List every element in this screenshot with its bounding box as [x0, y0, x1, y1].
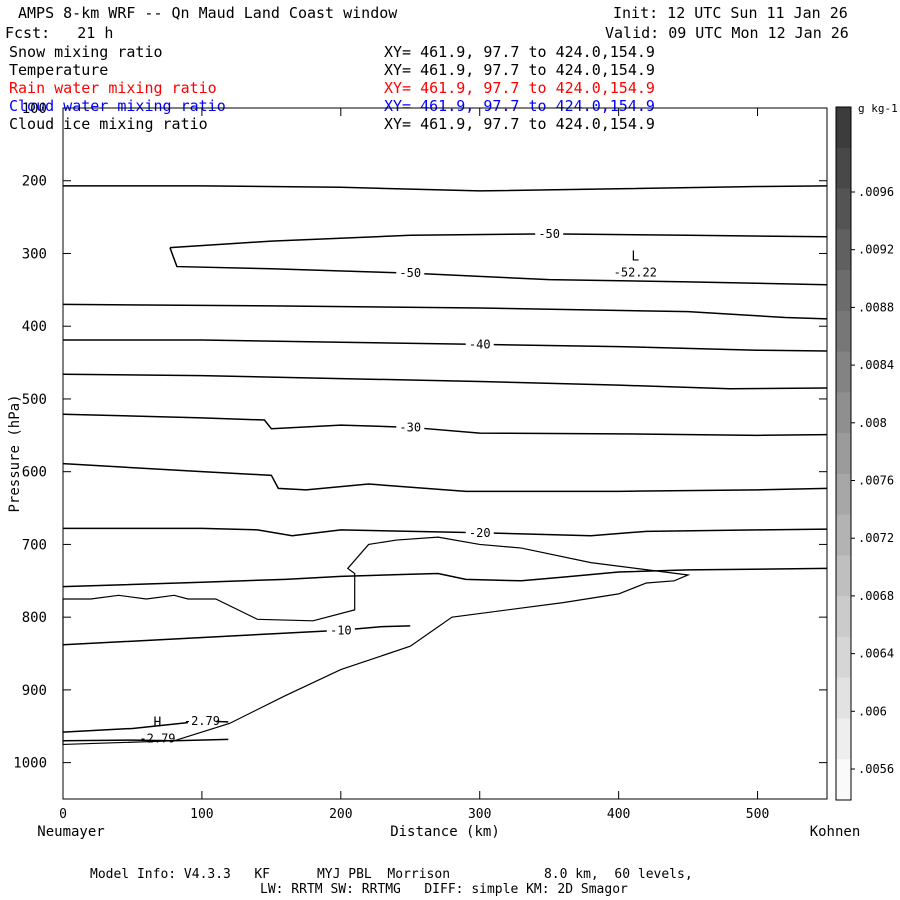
terrain-outline: [62, 536, 691, 746]
temperature-contour: [169, 247, 828, 286]
extremum-letter: L: [631, 250, 639, 265]
plot-title: AMPS 8-km WRF -- Qn Maud Land Coast wind…: [18, 4, 398, 22]
temperature-contour: [62, 462, 828, 493]
field-name: Rain water mixing ratio: [9, 79, 217, 97]
colorbar-label: .008: [858, 416, 887, 430]
colorbar-bin: [836, 759, 851, 801]
colorbar-label: .0076: [858, 474, 894, 488]
colorbar-label: .0096: [858, 185, 894, 199]
valid-time: Valid: 09 UTC Mon 12 Jan 26: [605, 24, 849, 42]
x-end-label: Kohnen: [810, 824, 861, 840]
model-info-line: Model Info: V4.3.3 KF MYJ PBL Morrison 8…: [90, 867, 693, 882]
field-xy: XY= 461.9, 97.7 to 424.0,154.9: [384, 61, 655, 79]
colorbar-bin: [836, 636, 851, 679]
colorbar-bin: [836, 596, 851, 638]
x-tick-label: 300: [468, 807, 491, 822]
temperature-contour: [62, 373, 828, 390]
contour-label: -50: [399, 266, 421, 280]
contour-label-bg: [187, 713, 216, 728]
temperature-contour: [62, 625, 411, 646]
colorbar-bin: [836, 351, 851, 393]
x-tick-label: 400: [607, 807, 630, 822]
contour-label-bg: [396, 419, 425, 434]
contour-label: -2.79: [184, 714, 220, 728]
x-tick-label: 200: [329, 807, 352, 822]
contour-label: -50: [538, 227, 560, 241]
extremum-letter: H: [154, 715, 162, 730]
model-physics-line: LW: RRTM SW: RRTMG DIFF: simple KM: 2D S…: [260, 882, 628, 897]
field-name: Cloud ice mixing ratio: [9, 115, 208, 133]
colorbar-bin: [836, 677, 851, 719]
y-tick-label: 100: [22, 101, 47, 117]
colorbar-bin: [836, 555, 851, 597]
y-tick-label: 600: [22, 465, 47, 481]
colorbar-bin: [836, 310, 851, 353]
contour-label-bg: [396, 265, 425, 280]
colorbar-bin: [836, 473, 851, 516]
temperature-contour: [62, 567, 828, 588]
extremum-value: -52.22: [614, 266, 657, 280]
y-tick-label: 300: [22, 246, 47, 262]
field-name: Temperature: [9, 61, 109, 79]
field-name: Snow mixing ratio: [9, 43, 163, 61]
colorbar-label: .0064: [858, 647, 894, 661]
colorbar-bin: [836, 392, 851, 434]
colorbar-unit: g kg-1: [858, 102, 898, 115]
x-tick-label: 100: [190, 807, 213, 822]
colorbar-frame: [835, 106, 852, 801]
colorbar-bin: [836, 107, 851, 149]
temperature-contour: [63, 339, 828, 352]
colorbar-label: .0092: [858, 243, 894, 257]
temperature-contour: [62, 413, 828, 437]
temperature-contour: [169, 233, 828, 249]
y-tick-label: 1000: [13, 756, 47, 772]
colorbar-bin: [836, 147, 851, 190]
temperature-contour: [62, 738, 229, 742]
y-tick-label: 700: [22, 537, 47, 553]
contour-label: -10: [330, 623, 352, 637]
colorbar-label: .0084: [858, 358, 894, 372]
x-tick-label: 0: [59, 807, 67, 822]
field-xy: XY= 461.9, 97.7 to 424.0,154.9: [384, 115, 655, 133]
y-tick-label: 200: [22, 174, 47, 190]
forecast-hour: Fcst: 21 h: [5, 24, 114, 42]
x-start-label: Neumayer: [37, 824, 104, 840]
y-tick-label: 800: [22, 610, 47, 626]
contour-label-bg: [465, 524, 494, 539]
x-axis-label: Distance (km): [390, 824, 500, 840]
colorbar-bin: [836, 229, 851, 271]
contour-label: -30: [399, 420, 421, 434]
colorbar-bin: [836, 188, 851, 230]
colorbar-label: .0072: [858, 531, 894, 545]
colorbar-label: .0088: [858, 300, 894, 314]
y-tick-label: 400: [22, 319, 47, 335]
y-tick-label: 900: [22, 683, 47, 699]
field-xy: XY= 461.9, 97.7 to 424.0,154.9: [384, 43, 655, 61]
plot-frame: [62, 107, 828, 800]
colorbar-bin: [836, 514, 851, 556]
init-time: Init: 12 UTC Sun 11 Jan 26: [613, 4, 848, 22]
colorbar-label: .006: [858, 704, 887, 718]
temperature-contour: [62, 303, 828, 320]
temperature-contour: [63, 527, 828, 537]
y-axis-label: Pressure (hPa): [7, 394, 23, 512]
extremum-value: -2.79: [139, 731, 175, 745]
contour-label: -40: [469, 337, 491, 351]
colorbar-bin: [836, 433, 851, 475]
contour-label-bg: [465, 336, 494, 351]
colorbar-label: .0068: [858, 589, 894, 603]
contour-label-bg: [326, 622, 355, 637]
x-tick-label: 500: [746, 807, 769, 822]
y-tick-label: 500: [22, 392, 47, 408]
contour-label: -20: [469, 526, 491, 540]
colorbar-bin: [836, 718, 851, 760]
colorbar-bin: [836, 270, 851, 312]
field-xy: XY= 461.9, 97.7 to 424.0,154.9: [384, 79, 655, 97]
field-name: Cloud water mixing ratio: [9, 97, 226, 115]
colorbar-label: .0056: [858, 762, 894, 776]
contour-label-bg: [535, 225, 564, 240]
temperature-contour: [63, 185, 828, 192]
field-xy: XY= 461.9, 97.7 to 424.0,154.9: [384, 97, 655, 115]
